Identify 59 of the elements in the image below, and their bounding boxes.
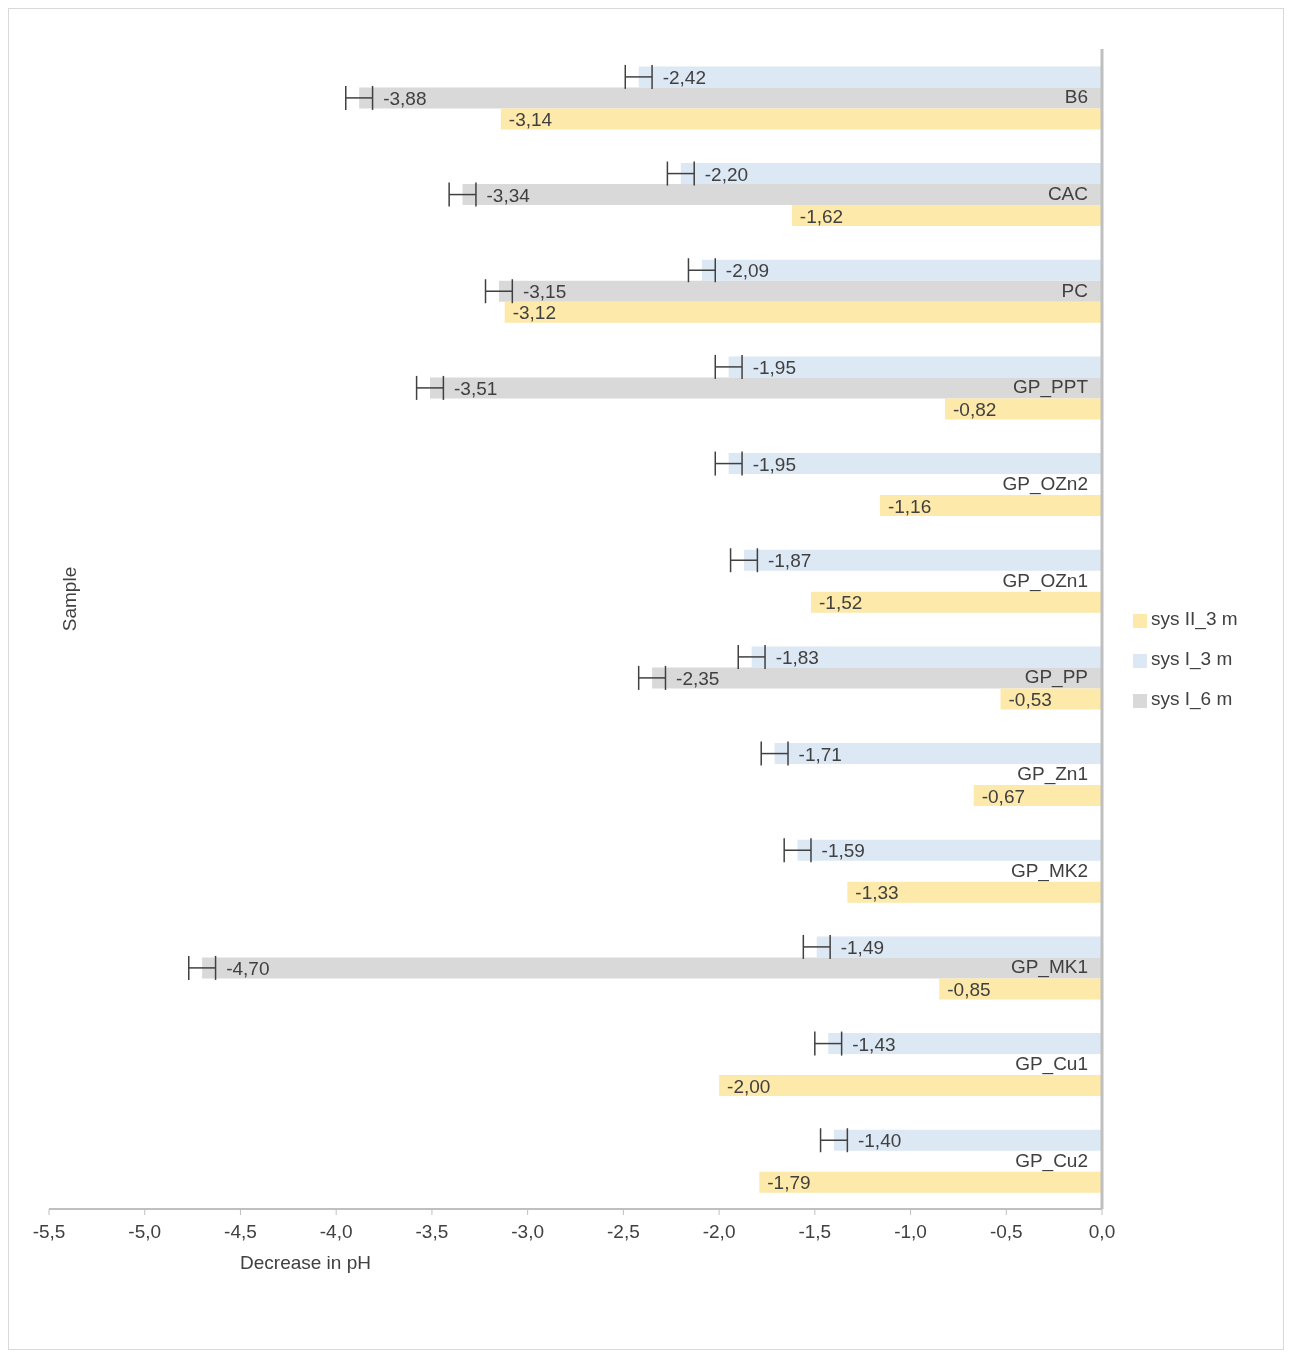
data-label: -1,62: [799, 205, 844, 227]
data-label: -1,59: [821, 840, 865, 862]
y-axis-title: Sample: [59, 566, 81, 632]
data-label: -1,16: [887, 495, 932, 517]
x-tick-label: -3,0: [511, 1221, 545, 1243]
y-tick-label: GP_PPT: [1013, 376, 1089, 399]
y-tick-label: GP_Cu2: [1015, 1149, 1088, 1172]
x-tick-label: -2,0: [702, 1221, 736, 1243]
x-tick-label: -2,5: [606, 1221, 640, 1243]
y-tick-label: GP_OZn2: [1002, 473, 1088, 495]
data-label: -3,51: [453, 377, 498, 399]
data-label: -3,12: [512, 302, 556, 324]
x-tick-label: 0,0: [1088, 1221, 1116, 1243]
data-label: -1,87: [767, 550, 812, 572]
y-tick-label: B6: [1064, 86, 1088, 108]
data-label: -1,95: [752, 453, 796, 475]
legend-label: sys II_3 m: [1151, 608, 1238, 629]
data-label: -1,83: [775, 646, 819, 668]
data-label: -3,15: [522, 281, 567, 303]
legend-label: sys I_3 m: [1151, 648, 1233, 669]
data-label: -4,70: [226, 957, 270, 979]
x-tick-label: -3,5: [415, 1221, 449, 1243]
y-tick-label: GP_PP: [1024, 666, 1088, 689]
y-tick-label: PC: [1061, 279, 1088, 301]
data-label: -0,67: [981, 785, 1026, 807]
x-tick-label: -4,5: [224, 1221, 257, 1243]
x-tick-label: -1,0: [894, 1221, 927, 1243]
x-axis-title: Decrease in pH: [240, 1252, 371, 1273]
x-tick-label: -5,0: [128, 1221, 162, 1243]
data-label: -1,95: [752, 356, 796, 378]
data-label: -3,34: [486, 184, 531, 206]
y-tick-label: GP_Cu1: [1015, 1053, 1088, 1075]
y-tick-label: GP_Zn1: [1017, 763, 1088, 785]
data-label: -0,53: [1008, 688, 1052, 710]
data-label: -0,85: [947, 978, 991, 1000]
y-tick-label: GP_MK2: [1010, 859, 1088, 882]
x-tick-label: -1,5: [798, 1221, 832, 1243]
data-label: -1,49: [840, 936, 885, 958]
data-label: -1,40: [857, 1130, 902, 1152]
data-label: -2,42: [662, 66, 706, 88]
legend-label: sys I_6 m: [1151, 688, 1233, 709]
data-label: -1,33: [855, 882, 899, 904]
data-label: -1,43: [852, 1033, 896, 1055]
data-label: -2,00: [727, 1075, 771, 1097]
x-tick-label: -5,5: [32, 1221, 66, 1243]
data-label: -3,88: [383, 87, 427, 109]
data-label: -1,52: [818, 592, 863, 614]
x-tick-label: -4,0: [319, 1221, 353, 1243]
data-label: -0,82: [953, 398, 997, 420]
y-tick-label: GP_OZn1: [1002, 569, 1088, 592]
data-label: -2,35: [676, 667, 720, 689]
x-tick-label: -0,5: [989, 1221, 1023, 1243]
data-label: -2,20: [704, 163, 749, 185]
data-label: -1,71: [798, 743, 842, 765]
data-label: -1,79: [767, 1172, 811, 1194]
y-tick-label: GP_MK1: [1010, 956, 1088, 979]
data-label: -3,14: [508, 108, 553, 130]
y-tick-label: CAC: [1047, 183, 1088, 204]
data-label: -2,09: [725, 260, 770, 282]
